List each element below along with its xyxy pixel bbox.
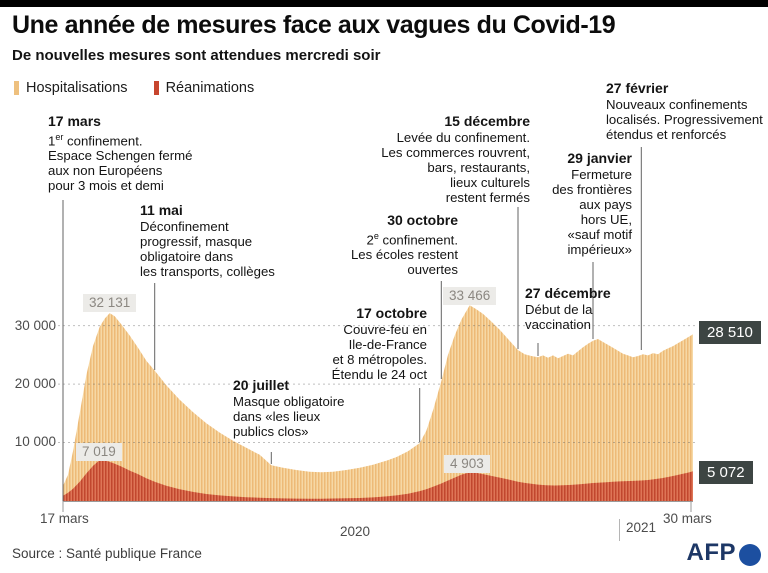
- annotation-text-line: publics clos»: [233, 424, 309, 439]
- top-black-bar: [0, 0, 768, 7]
- legend-item-reanimations: Réanimations: [153, 80, 255, 96]
- annotation-date: 30 octobre: [387, 212, 458, 228]
- annotation-text-line: vaccination: [525, 317, 591, 332]
- annotation-text-line: Étendu le 24 oct: [331, 367, 427, 382]
- annotation-date: 17 octobre: [356, 305, 427, 321]
- annotation-text-line: des frontières: [552, 182, 632, 197]
- hospitalisations-swatch-icon: [14, 81, 19, 95]
- annotation-date: 17 mars: [48, 113, 101, 129]
- annotation-text-line: Début de la: [525, 302, 593, 317]
- annotation-text-line: pour 3 mois et demi: [48, 178, 164, 194]
- annotation-text-line: étendus et renforcés: [606, 127, 727, 142]
- annotation-text-line: Levée du confinement.: [396, 130, 530, 145]
- peak-value-badge: 4 903: [444, 455, 490, 473]
- annotation-text-line: Espace Schengen fermé: [48, 148, 193, 164]
- x-axis-label-2021: 2021: [626, 520, 657, 535]
- legend-item-hospitalisations: Hospitalisations: [14, 80, 128, 96]
- legend: Hospitalisations Réanimations: [14, 80, 254, 96]
- annotation-text-line: les transports, collèges: [140, 264, 275, 279]
- annotation-text-line: dans «les lieux: [233, 409, 321, 424]
- annotation-27-décembre: 27 décembre Début de la vaccination: [525, 285, 611, 332]
- peak-value-badge: 33 466: [443, 287, 497, 305]
- area-reanimations: [63, 460, 693, 501]
- annotation-date: 29 janvier: [567, 150, 632, 166]
- annotation-text-line: lieux culturels: [450, 175, 530, 190]
- annotation-17-octobre: 17 octobre Couvre-feu en Ile-de-France et 8…: [332, 305, 427, 382]
- annotation-27-février: 27 février Nouveaux confinements localisés…: [606, 80, 763, 142]
- area-hospitalisations: [63, 305, 693, 501]
- annotation-text-line: aux non Européens: [48, 163, 163, 179]
- annotation-text-line: obligatoire dans: [140, 249, 234, 264]
- annotation-text-line: Déconfinement: [140, 219, 229, 234]
- annotation-text-line: Nouveaux confinements: [606, 97, 748, 112]
- annotation-30-octobre: 30 octobre 2e confinement. Les écoles rest…: [351, 212, 458, 277]
- page-subtitle: De nouvelles mesures sont attendues merc…: [12, 47, 381, 64]
- annotation-text-line: impérieux»: [567, 242, 632, 257]
- annotation-date: 27 février: [606, 80, 669, 96]
- y-axis-label-20000: 20 000: [14, 376, 56, 391]
- annotation-text-line: 2e confinement.: [366, 231, 458, 248]
- annotation-text-line: ouvertes: [407, 262, 458, 278]
- x-axis-label-2020: 2020: [340, 524, 371, 539]
- annotation-text-line: Masque obligatoire: [233, 394, 345, 409]
- annotation-date: 20 juillet: [233, 377, 290, 393]
- annotation-text-line: Couvre-feu en: [343, 322, 427, 337]
- y-axis-label-30000: 30 000: [14, 318, 56, 333]
- legend-label-hospitalisations: Hospitalisations: [26, 80, 128, 96]
- annotation-17-mars: 17 mars 1er confinement. Espace Schengen f…: [48, 113, 192, 193]
- annotation-text-line: Fermeture: [571, 167, 632, 182]
- annotation-29-janvier: 29 janvier Fermeture des frontières aux pay…: [552, 150, 632, 257]
- legend-label-reanimations: Réanimations: [165, 80, 255, 96]
- annotation-text-line: restent fermés: [445, 190, 530, 205]
- annotation-date: 11 mai: [140, 202, 183, 218]
- x-axis-label-start: 17 mars: [40, 511, 89, 526]
- x-axis-label-end: 30 mars: [663, 511, 712, 526]
- annotation-15-décembre: 15 décembre Levée du confinement. Les comm…: [381, 113, 530, 205]
- annotation-text-line: Les commerces rouvrent,: [381, 145, 530, 160]
- end-value-badge: 5 072: [699, 461, 753, 484]
- afp-circle-icon: [739, 543, 761, 566]
- peak-value-badge: 7 019: [76, 443, 122, 461]
- end-value-badge: 28 510: [699, 321, 761, 344]
- annotation-text-line: progressif, masque: [140, 234, 253, 249]
- afp-logo-text: AFP: [686, 539, 736, 566]
- annotation-text-line: Ile-de-France: [348, 337, 427, 352]
- y-axis-label-10000: 10 000: [14, 434, 56, 449]
- annotation-20-juillet: 20 juillet Masque obligatoire dans «les li…: [233, 377, 344, 439]
- annotation-date: 27 décembre: [525, 285, 611, 301]
- afp-logo: AFP: [686, 539, 761, 567]
- annotation-text-line: bars, restaurants,: [427, 160, 530, 175]
- peak-value-badge: 32 131: [83, 294, 137, 312]
- annotation-text-line: «sauf motif: [567, 227, 632, 242]
- annotation-text-line: localisés. Progressivement: [606, 112, 763, 127]
- annotation-text-line: Les écoles restent: [350, 247, 458, 263]
- annotation-date: 15 décembre: [444, 113, 530, 129]
- annotation-text-line: aux pays: [579, 197, 632, 212]
- reanimations-swatch-icon: [153, 81, 159, 95]
- annotation-text-line: 1er confinement.: [48, 132, 143, 149]
- page-title: Une année de mesures face aux vagues du …: [12, 11, 616, 39]
- annotation-text-line: hors UE,: [580, 212, 632, 227]
- source-note: Source : Santé publique France: [12, 546, 202, 561]
- annotation-text-line: et 8 métropoles.: [332, 352, 427, 367]
- annotation-11-mai: 11 mai Déconfinement progressif, masque obl…: [140, 202, 275, 279]
